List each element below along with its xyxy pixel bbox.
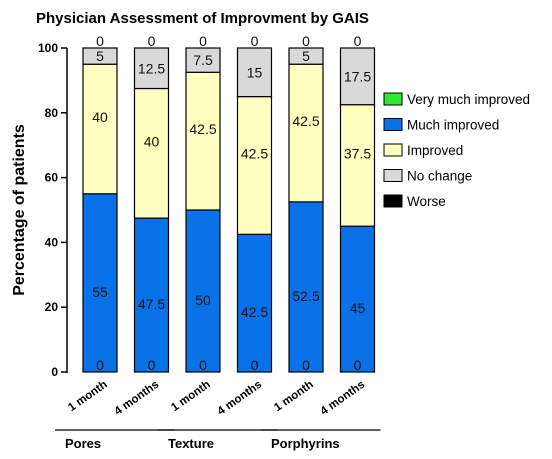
y-tick-label-100: 100 xyxy=(38,41,58,55)
y-tick-label-40: 40 xyxy=(45,235,59,249)
bar-much-improved-2 xyxy=(133,217,170,373)
data-label-much-improved-2: 47.5 xyxy=(138,296,165,312)
bar-no-change-2 xyxy=(133,47,170,90)
bar-improved-4 xyxy=(236,95,273,235)
data-label-much-improved-1: 55 xyxy=(92,284,108,300)
legend-swatch-improved xyxy=(383,143,403,157)
x-tick-label-4: 4 months xyxy=(215,379,264,418)
data-label-much-improved-4: 42.5 xyxy=(241,304,268,320)
data-label-much-improved-3: 50 xyxy=(195,292,211,308)
data-label-no-change-5: 5 xyxy=(302,48,310,64)
bar-no-change-4 xyxy=(236,47,273,98)
bar-much-improved-5 xyxy=(288,201,324,373)
legend-label-much-improved: Much improved xyxy=(407,118,499,133)
legend-swatch-much-improved xyxy=(383,118,403,131)
data-label-very-much-improved-3: 0 xyxy=(199,33,207,49)
legend-label-worse: Worse xyxy=(407,194,446,209)
x-tick-label-6: 4 months xyxy=(318,379,367,418)
bar-improved-2 xyxy=(133,87,170,219)
data-label-much-improved-6: 45 xyxy=(350,300,366,316)
data-label-no-change-2: 12.5 xyxy=(138,60,165,76)
data-label-much-improved-5: 52.5 xyxy=(292,288,319,304)
data-label-worse-2: 0 xyxy=(148,357,156,373)
data-label-very-much-improved-6: 0 xyxy=(354,33,362,49)
data-label-improved-4: 42.5 xyxy=(241,145,268,161)
y-axis-label: Percentage of patients xyxy=(11,124,28,296)
bar-no-change-6 xyxy=(339,47,376,106)
legend-label-no-change: No change xyxy=(407,169,472,184)
bar-improved-1 xyxy=(82,63,118,195)
plot-area: 0554050047.54012.5005042.57.50042.542.51… xyxy=(82,33,376,373)
bar-much-improved-6 xyxy=(339,225,376,373)
bar-much-improved-3 xyxy=(185,209,221,373)
bar-improved-3 xyxy=(185,71,221,211)
data-label-no-change-4: 15 xyxy=(247,64,263,80)
data-label-no-change-3: 7.5 xyxy=(193,52,213,68)
data-label-no-change-6: 17.5 xyxy=(344,68,371,84)
data-label-very-much-improved-1: 0 xyxy=(96,33,104,49)
x-tick-label-1: 1 month xyxy=(66,379,110,414)
legend-swatch-very-much-improved xyxy=(383,92,403,106)
data-label-improved-3: 42.5 xyxy=(189,121,216,137)
chart-title: Physician Assessment of Improvment by GA… xyxy=(36,10,369,27)
legend-swatch-no-change xyxy=(383,169,403,182)
bar-much-improved-4 xyxy=(236,233,273,373)
bar-improved-5 xyxy=(288,63,324,203)
bar-no-change-5 xyxy=(288,47,324,65)
x-tick-label-3: 1 month xyxy=(169,379,213,414)
x-tick-label-2: 4 months xyxy=(112,379,161,418)
data-label-worse-4: 0 xyxy=(251,357,259,373)
legend-swatch-worse xyxy=(383,194,403,208)
data-label-very-much-improved-5: 0 xyxy=(302,33,310,49)
bar-much-improved-1 xyxy=(82,193,118,373)
bar-no-change-1 xyxy=(82,47,118,65)
x-tick-label-5: 1 month xyxy=(272,379,316,414)
data-label-improved-6: 37.5 xyxy=(344,145,371,161)
data-label-improved-5: 42.5 xyxy=(292,113,319,129)
bar-no-change-3 xyxy=(185,47,221,73)
data-label-very-much-improved-4: 0 xyxy=(251,33,259,49)
legend: Very much improved Much improved Improved N… xyxy=(383,92,530,209)
y-tick-label-80: 80 xyxy=(45,106,59,120)
y-tick-label-0: 0 xyxy=(51,365,58,379)
data-label-no-change-1: 5 xyxy=(96,48,104,64)
legend-label-improved: Improved xyxy=(407,143,463,158)
data-label-worse-5: 0 xyxy=(302,357,310,373)
data-label-very-much-improved-2: 0 xyxy=(148,33,156,49)
group-label-texture: Texture xyxy=(168,436,214,451)
group-label-pores: Pores xyxy=(65,436,101,451)
data-label-improved-1: 40 xyxy=(92,109,108,125)
y-tick-label-20: 20 xyxy=(45,300,59,314)
data-label-worse-6: 0 xyxy=(354,357,362,373)
group-label-porphyrins: Porphyrins xyxy=(271,436,340,451)
data-label-worse-1: 0 xyxy=(96,357,104,373)
data-label-improved-2: 40 xyxy=(144,133,160,149)
y-tick-label-60: 60 xyxy=(45,171,59,185)
legend-label-very-much-improved: Very much improved xyxy=(407,92,530,107)
bar-improved-6 xyxy=(339,104,376,227)
data-label-worse-3: 0 xyxy=(199,357,207,373)
